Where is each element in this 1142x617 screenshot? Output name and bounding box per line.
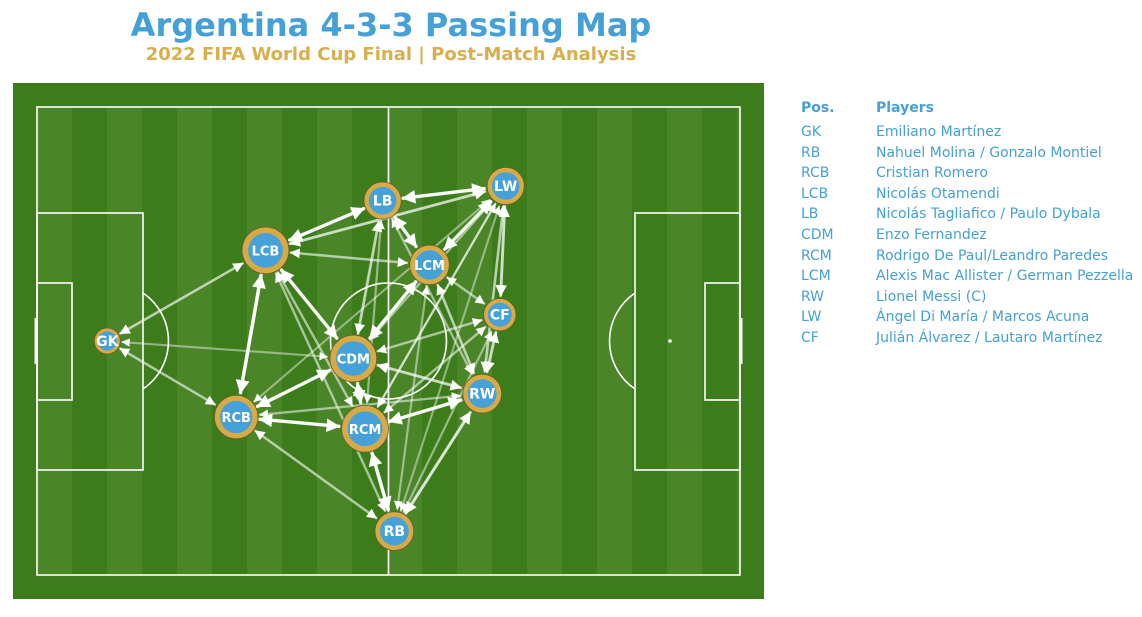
roster-pos: LCM [801,268,831,285]
player-nodes: GK LB LW LCB LCM CF CDM RW RCB RCM RB [93,166,525,551]
player-node-core [487,302,512,327]
player-node-rw: RW [462,373,503,414]
player-node-gk: GK [93,327,121,355]
roster-players: Cristian Romero [876,165,988,182]
player-node-lcm: LCM [409,244,450,286]
pitch-stripe [177,107,212,575]
player-node-core [347,411,383,447]
pitch-stripe [737,107,740,575]
roster-players: Nicolás Otamendi [876,185,1000,202]
roster-pos: RB [801,144,821,161]
pitch-stripe [247,107,282,575]
player-node-lcb: LCB [241,226,290,275]
player-node-rcm: RCM [341,404,389,453]
roster-pos: LW [801,309,822,326]
roster-pos: CF [801,329,819,346]
player-node-rb: RB [374,511,415,551]
roster-header-players: Players [876,100,934,116]
roster-header-pos: Pos. [801,100,835,116]
roster-row: LCB Nicolás Otamendi [801,186,1137,207]
player-node-lw: LW [486,166,525,205]
roster-players: Nahuel Molina / Gonzalo Montiel [876,144,1102,161]
player-node-core [248,233,283,268]
pitch-stripe [527,107,562,575]
roster-pos: RW [801,288,825,305]
player-node-core [368,186,397,215]
player-node-cf: CF [483,298,517,332]
chart-subtitle: 2022 FIFA World Cup Final | Post-Match A… [145,44,637,65]
player-node-label: RW [469,387,495,403]
pitch-stripe [37,107,72,575]
player-node-label: RCB [221,411,250,426]
roster-row: RCM Rodrigo De Paul/Leandro Paredes [801,248,1137,269]
pitch-stripe [597,107,632,575]
roster-pos: LB [801,206,819,223]
right-penalty-arc [608,292,636,390]
player-node-core [467,379,497,409]
player-node-label: GK [96,334,119,350]
roster-players: Ángel Di María / Marcos Acuna [876,309,1090,326]
roster-players: Emiliano Martínez [876,124,1002,140]
player-node-label: LB [373,194,393,210]
pass-edge-rcb-rb [254,429,378,520]
roster-players: Alexis Mac Allister / German Pezzella [876,268,1134,285]
player-node-label: LW [494,179,517,195]
player-node-core [491,172,520,200]
roster-pos: RCB [801,165,830,182]
player-node-label: CDM [337,353,370,368]
chart-title: Argentina 4-3-3 Passing Map [130,6,652,44]
player-node-core [380,516,409,546]
player-node-core [414,250,445,280]
right-penalty-spot [668,339,672,343]
roster-row: CDM Enzo Fernandez [801,227,1137,248]
roster-row: RCB Cristian Romero [801,165,1137,186]
roster-header: Pos. Players [801,100,1137,124]
player-node-rcb: RCB [213,394,259,440]
roster-players: Lionel Messi (C) [876,288,987,305]
roster-pos: GK [801,124,822,140]
roster-pos: CDM [801,226,834,243]
roster-row: GK Emiliano Martínez [801,124,1137,145]
roster-row: RB Nahuel Molina / Gonzalo Montiel [801,145,1137,166]
player-node-core [336,341,371,376]
roster-pos: LCB [801,185,829,202]
roster-players: Julián Álvarez / Lautaro Martínez [876,329,1103,346]
player-node-core [97,331,117,351]
player-node-label: LCB [252,244,280,259]
roster-table: Pos. Players GK Emiliano Martínez RB Nah… [801,100,1137,351]
passing-map-pitch: GK LB LW LCB LCM CF CDM RW RCB RCM RB [13,83,764,599]
pass-edge-gk-lcb [119,262,244,335]
roster-row: LCM Alexis Mac Allister / German Pezzell… [801,268,1137,289]
pitch-stripe [667,107,702,575]
player-node-cdm: CDM [329,334,378,383]
roster-row: LW Ángel Di María / Marcos Acuna [801,309,1137,330]
roster-players: Rodrigo De Paul/Leandro Paredes [876,247,1109,264]
player-node-label: LCM [414,259,445,274]
player-node-lb: LB [363,181,402,220]
roster-pos: RCM [801,247,832,264]
roster-players: Enzo Fernandez [876,226,987,243]
roster-row: CF Julián Álvarez / Lautaro Martínez [801,330,1137,351]
player-node-label: CF [490,308,510,324]
player-node-label: RB [384,524,405,540]
roster-row: LB Nicolás Tagliafico / Paulo Dybala [801,206,1137,227]
player-node-label: RCM [349,423,382,438]
player-node-core [220,400,253,434]
roster-players: Nicolás Tagliafico / Paulo Dybala [876,206,1101,223]
roster-row: RW Lionel Messi (C) [801,289,1137,310]
